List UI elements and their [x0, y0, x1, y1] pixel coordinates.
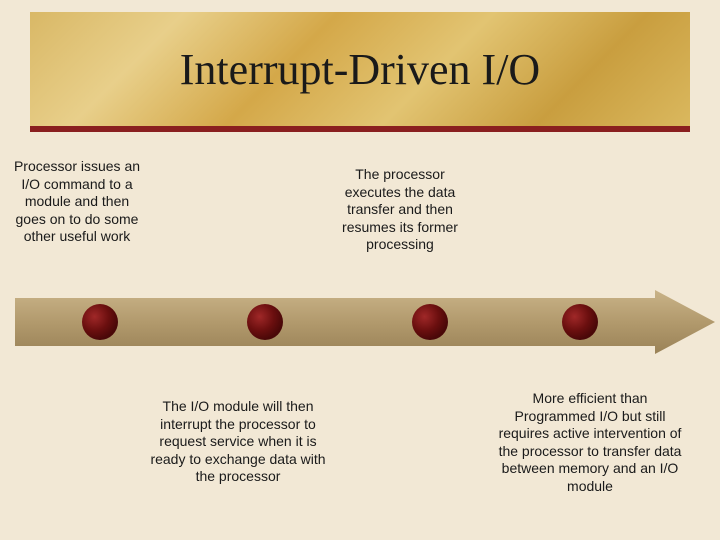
step-text-3: The processor executes the data transfer…: [330, 166, 470, 254]
step-text-1: Processor issues an I/O command to a mod…: [12, 158, 142, 246]
page-title: Interrupt-Driven I/O: [180, 44, 540, 95]
step-text-4: More efficient than Programmed I/O but s…: [495, 390, 685, 495]
timeline-dot-3: [412, 304, 448, 340]
timeline-dot-1: [82, 304, 118, 340]
timeline-dot-4: [562, 304, 598, 340]
timeline-dot-2: [247, 304, 283, 340]
title-box: Interrupt-Driven I/O: [30, 12, 690, 132]
timeline-arrow: [15, 290, 715, 370]
arrow-shape: [15, 290, 715, 354]
step-text-2: The I/O module will then interrupt the p…: [148, 398, 328, 486]
